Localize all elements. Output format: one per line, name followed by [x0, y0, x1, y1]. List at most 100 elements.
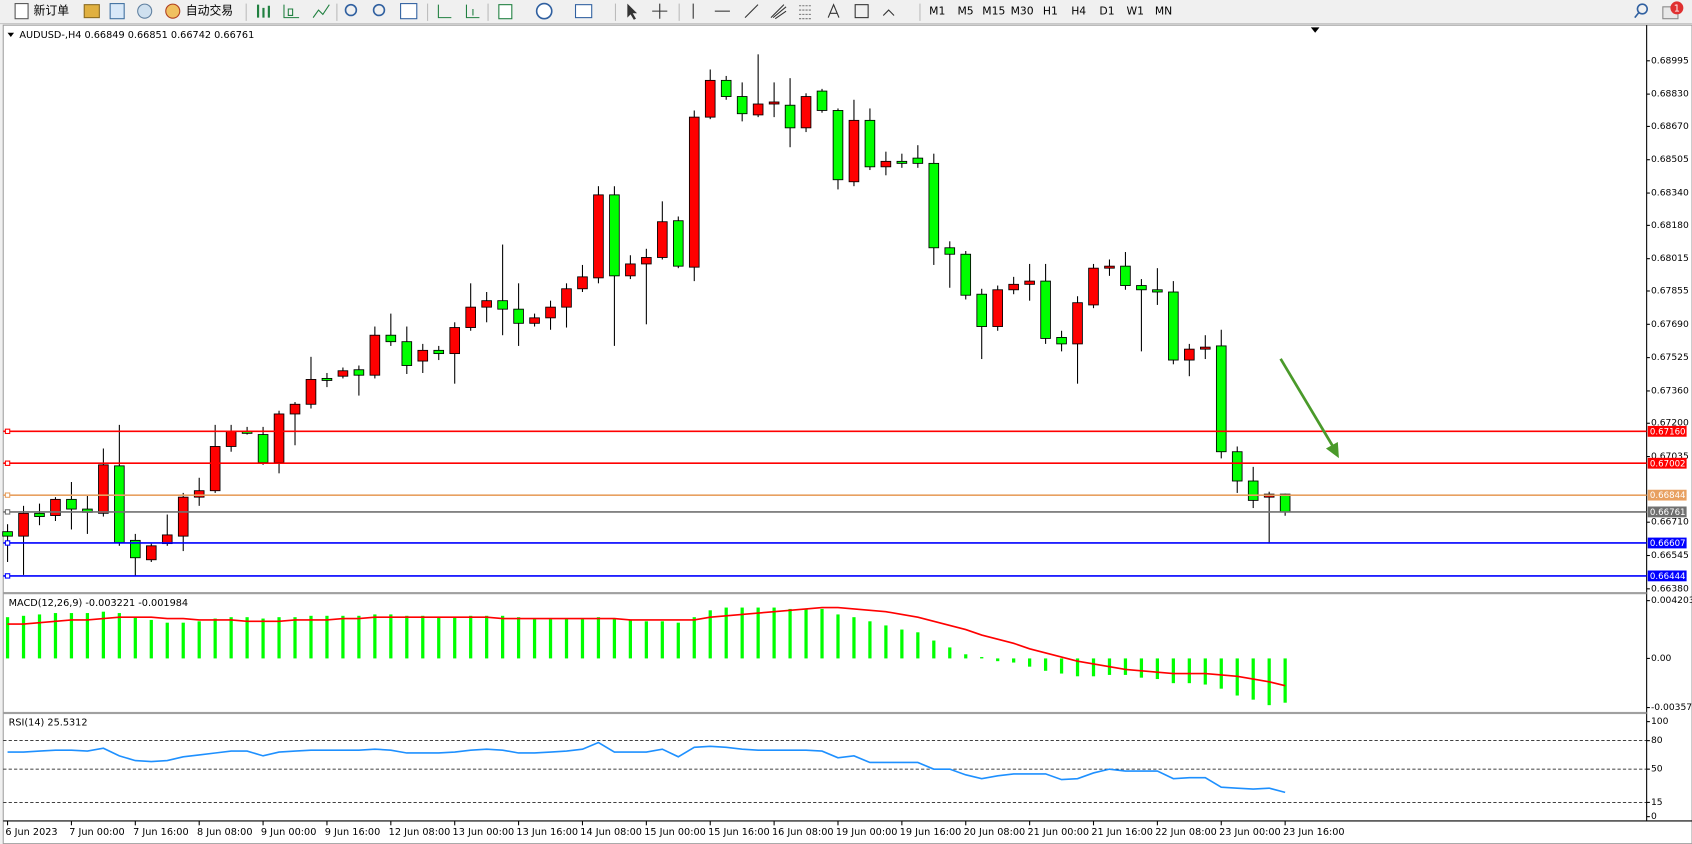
candle-body [481, 300, 492, 308]
macd-histogram-bar [149, 619, 153, 659]
macd-histogram-bar [501, 615, 505, 659]
timeframe-button[interactable]: M5 [957, 5, 973, 18]
candle-body [720, 79, 732, 97]
price-level-handle[interactable] [4, 573, 11, 579]
candle-body [513, 308, 524, 324]
timeframe-button[interactable]: H1 [1043, 5, 1058, 18]
plot: 0.68995 0.68830 0.68670 0.68505 0.68340 0.681… [2, 30, 1692, 838]
notification-badge[interactable] [1670, 1, 1684, 15]
arrows-button[interactable] [882, 9, 895, 16]
candle-body [98, 464, 109, 514]
macd-histogram-bar [676, 622, 680, 659]
candle-body [672, 220, 684, 267]
candle-body [896, 160, 908, 164]
macd-histogram-bar [181, 622, 185, 659]
templates-button[interactable] [574, 4, 593, 19]
periods-button[interactable] [535, 2, 553, 20]
price-level-handle[interactable] [4, 460, 11, 466]
tile-button[interactable] [400, 3, 418, 20]
price-level-tag [1647, 570, 1687, 582]
fibo-button[interactable] [799, 5, 812, 20]
macd-histogram-bar [644, 621, 648, 659]
macd-histogram-bar [932, 640, 936, 659]
x-tick-label: 13 Jun 16:00 [516, 827, 578, 838]
macd-histogram-bar [596, 617, 601, 659]
search-button[interactable] [1636, 3, 1648, 15]
zoom-in-button[interactable] [344, 3, 358, 17]
indicator-line [7, 741, 1286, 794]
macd-histogram-bar [1123, 658, 1128, 675]
timeframe-button[interactable]: H4 [1071, 5, 1086, 18]
toolbar-icon[interactable] [137, 3, 153, 19]
candle-body [289, 403, 301, 415]
macd-histogram-bar [724, 607, 728, 659]
shift-button[interactable] [465, 4, 480, 19]
x-tick-label: 9 Jun 16:00 [325, 827, 380, 838]
channel-button[interactable] [770, 4, 787, 20]
timeframe-button[interactable]: M30 [1011, 5, 1034, 18]
candle-body [529, 317, 540, 324]
x-tick-label: 7 Jun 00:00 [69, 827, 124, 838]
new-order-button[interactable]: 新订单 [33, 4, 69, 18]
crosshair-button[interactable] [652, 3, 668, 19]
x-tick-label: 15 Jun 16:00 [708, 827, 770, 838]
macd-histogram-bar [1187, 658, 1191, 684]
candle-body [752, 103, 764, 116]
cursor-button[interactable] [627, 3, 638, 20]
candle-body [1279, 493, 1291, 513]
candle-body [1040, 280, 1051, 339]
macd-histogram-bar [964, 654, 968, 659]
timeframe-button[interactable]: MN [1155, 5, 1172, 18]
timeframe-button[interactable]: M1 [929, 5, 945, 18]
auto-trading-button[interactable]: 自动交易 [186, 4, 233, 18]
timeframe-button[interactable]: M15 [982, 5, 1005, 18]
macd-histogram-bar [1283, 658, 1287, 703]
x-tick-label: 9 Jun 00:00 [261, 827, 316, 838]
bar-chart-button[interactable] [256, 4, 270, 18]
y-tick-label: 0.004203 [1651, 595, 1692, 606]
timeframe-button[interactable]: D1 [1099, 5, 1114, 18]
macd-histogram-bar [1171, 658, 1175, 684]
y-tick-label: 100 [1651, 716, 1669, 727]
label-button[interactable] [854, 4, 869, 19]
candle-body [1088, 267, 1099, 306]
text-button[interactable] [827, 3, 840, 18]
auto-trading-icon[interactable] [165, 3, 181, 19]
toolbar-icon[interactable] [109, 3, 125, 20]
line-chart-button[interactable] [312, 4, 330, 18]
candle-chart-button[interactable] [283, 4, 300, 19]
macd-signal-line [7, 606, 1286, 687]
price-level-handle[interactable] [4, 540, 11, 546]
macd-histogram-bar [117, 613, 121, 659]
macd-histogram-bar [532, 618, 537, 659]
y-tick-label: 0.67855 [1651, 285, 1689, 296]
symbol-menu-icon[interactable] [7, 32, 15, 38]
macd-histogram-bar [948, 647, 952, 659]
macd-histogram-bar [341, 615, 345, 659]
price-level-handle[interactable] [4, 509, 11, 515]
candle-body [114, 465, 125, 544]
macd-histogram-bar [21, 615, 26, 659]
candle-body [18, 512, 29, 537]
zoom-out-button[interactable] [372, 3, 386, 17]
notification-count: 1 [1674, 3, 1680, 14]
y-tick-label: 0.68340 [1651, 188, 1689, 199]
price-level-handle[interactable] [4, 428, 11, 435]
candle-body [1136, 285, 1147, 291]
price-level-tag [1647, 425, 1687, 437]
toolbar-icon[interactable] [83, 4, 100, 19]
timeframe-button[interactable]: W1 [1127, 5, 1145, 18]
y-tick-label: 0.68505 [1651, 154, 1689, 165]
macd-histogram-bar [916, 632, 920, 659]
scroll-button[interactable] [437, 4, 452, 19]
candle-body [1231, 451, 1243, 482]
indicators-button[interactable] [498, 4, 513, 20]
x-tick-label: 12 Jun 08:00 [389, 827, 451, 838]
new-order-icon[interactable] [14, 3, 29, 20]
macd-histogram-bar [437, 617, 441, 659]
trendline-button[interactable] [744, 4, 759, 19]
price-level-handle[interactable] [4, 492, 11, 498]
price-level-label: 0.67160 [1650, 427, 1686, 437]
macd-histogram-bar [788, 608, 792, 659]
